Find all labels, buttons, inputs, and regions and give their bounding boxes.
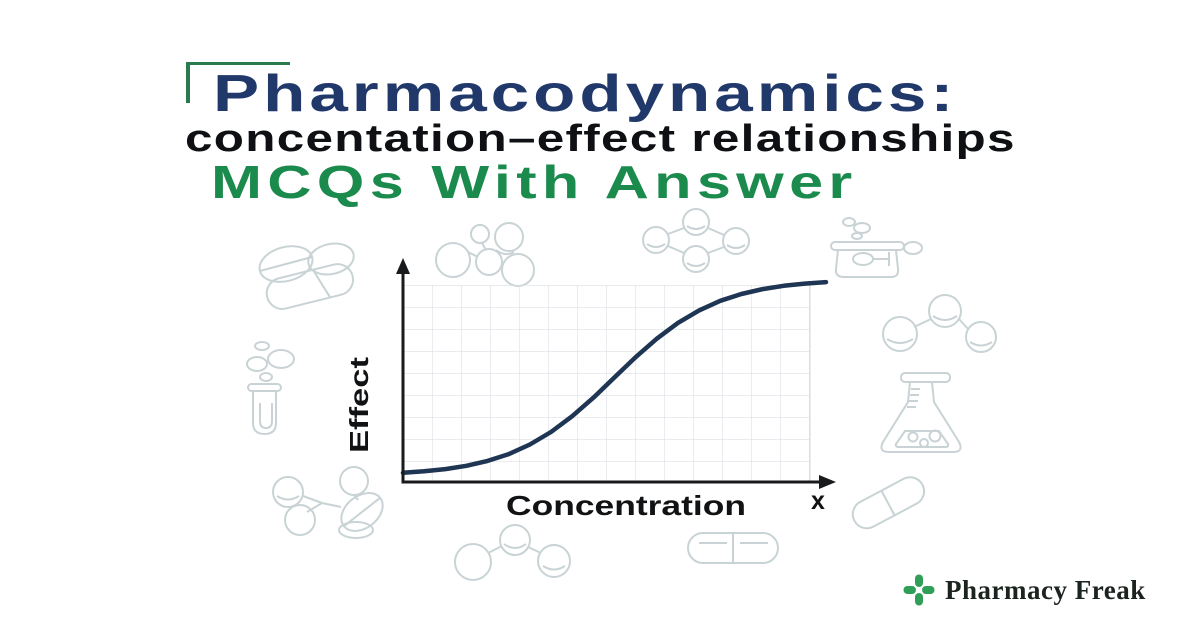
pills-icon (258, 242, 355, 310)
brand-lockup: Pharmacy Freak (903, 574, 1146, 606)
page-subtitle: concentation–effect relationships (185, 118, 1016, 160)
tilted-capsule-icon (851, 476, 926, 530)
page-tagline: MCQs With Answer (211, 156, 858, 208)
horizontal-capsule-icon (687, 532, 779, 564)
brand-name: Pharmacy Freak (945, 574, 1146, 605)
diamond-molecule-icon (642, 208, 750, 273)
triatomic-molecule-down-icon (454, 524, 571, 581)
x-axis-label: Concentration (506, 490, 746, 521)
x-axis-arrowhead (819, 475, 836, 489)
flask-icon (880, 372, 962, 453)
page-title: Pharmacodynamics: (213, 65, 958, 123)
sigmoid-curve (400, 279, 829, 476)
molecule-cluster-icon (435, 222, 535, 287)
y-axis-label: Effect (344, 357, 374, 453)
triatomic-molecule-icon (882, 294, 997, 353)
concentration-effect-chart: Effect Concentration x (344, 258, 836, 521)
green-corner-bracket (186, 62, 290, 103)
test-tube-icon (246, 341, 295, 436)
pharmacy-cross-icon (903, 574, 935, 606)
y-axis-arrowhead (396, 258, 410, 274)
molecule-tablet-icon (272, 466, 384, 539)
x-axis-end-label: x (811, 487, 825, 515)
beaker-icon (830, 217, 923, 278)
